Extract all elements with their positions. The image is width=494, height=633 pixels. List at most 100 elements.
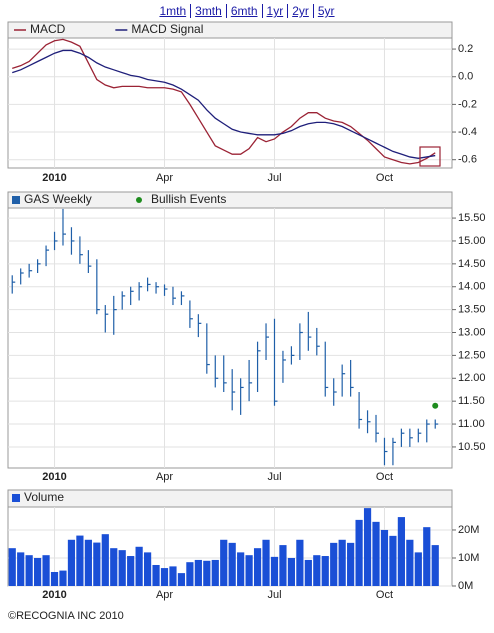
volume-bar	[211, 559, 219, 586]
volume-bar	[143, 552, 152, 586]
legend-swatch	[12, 196, 20, 204]
range-link[interactable]: 1mth	[159, 4, 187, 18]
x-tick-label: Jul	[267, 589, 281, 601]
volume-bar	[270, 556, 279, 586]
range-link[interactable]: 6mth	[225, 4, 262, 18]
range-link[interactable]: 3mth	[190, 4, 226, 18]
volume-bar	[203, 560, 211, 586]
legend-label: Volume	[24, 490, 64, 504]
y-tick-label: 15.50	[458, 212, 486, 224]
volume-bar	[245, 555, 253, 586]
volume-bar	[423, 527, 431, 586]
volume-bar	[34, 557, 42, 586]
volume-bar	[330, 542, 338, 586]
volume-bar	[347, 542, 355, 586]
volume-bar	[93, 542, 101, 586]
footer: ©RECOGNIA INC 2010	[8, 610, 124, 622]
volume-bar	[431, 545, 439, 586]
volume-bar	[67, 539, 76, 586]
y-tick-label: -0.6	[458, 154, 477, 166]
volume-bar	[355, 519, 363, 586]
y-tick-label: 14.50	[458, 258, 486, 270]
volume-bar	[135, 546, 143, 586]
y-tick-label: -0.2	[458, 98, 477, 110]
x-tick-label: Apr	[156, 589, 173, 601]
volume-bar	[321, 556, 329, 586]
volume-bar	[253, 548, 262, 586]
volume-bar	[8, 548, 16, 586]
volume-bar	[177, 573, 186, 586]
volume-bar	[338, 539, 346, 586]
range-link[interactable]: 5yr	[312, 4, 339, 18]
x-tick-label: 2010	[42, 471, 66, 483]
volume-bar	[59, 570, 67, 586]
range-links: 1mth 3mth 6mth 1yr 2yr 5yr	[0, 4, 494, 18]
x-tick-label: Oct	[376, 172, 393, 184]
x-tick-label: Jul	[267, 471, 281, 483]
volume-bar	[50, 571, 59, 586]
x-tick-label: Oct	[376, 471, 393, 483]
legend-strip	[7, 489, 453, 508]
volume-bar	[220, 539, 228, 586]
volume-bar	[160, 568, 169, 586]
volume-bar	[363, 508, 372, 586]
volume-bar	[397, 517, 405, 586]
legend-label: MACD Signal	[131, 22, 203, 36]
volume-bar	[414, 552, 422, 586]
legend-strip	[7, 191, 453, 209]
y-tick-label: 0.0	[458, 71, 473, 83]
volume-bar	[389, 535, 397, 586]
y-tick-label: 11.00	[458, 418, 485, 430]
x-tick-label: 2010	[42, 589, 66, 601]
legend-label: MACD	[30, 22, 66, 36]
y-tick-label: 13.50	[458, 304, 486, 316]
legend-label: GAS Weekly	[24, 192, 92, 206]
y-tick-label: 13.00	[458, 326, 486, 338]
volume-bar	[304, 559, 312, 586]
x-tick-label: 2010	[42, 172, 66, 184]
x-tick-label: Oct	[376, 589, 393, 601]
y-tick-label: 10M	[458, 552, 479, 564]
y-tick-label: -0.4	[458, 126, 477, 138]
legend-strip	[7, 21, 453, 39]
volume-bar	[237, 552, 245, 586]
volume-bar	[186, 562, 194, 586]
y-tick-label: 10.50	[458, 441, 486, 453]
volume-bar	[76, 535, 84, 586]
volume-bar	[84, 539, 92, 586]
volume-bar	[101, 534, 109, 586]
y-tick-label: 12.50	[458, 349, 486, 361]
x-tick-label: Apr	[156, 471, 173, 483]
volume-bar	[25, 555, 33, 586]
legend-label: Bullish Events	[151, 192, 226, 206]
bullish-event	[432, 402, 439, 409]
volume-bar	[287, 557, 296, 586]
volume-bar	[194, 559, 202, 586]
panel-frame	[7, 191, 453, 469]
volume-bar	[279, 545, 287, 586]
range-link[interactable]: 2yr	[287, 4, 313, 18]
volume-bar	[228, 542, 236, 586]
highlight-box	[419, 146, 441, 167]
line-series	[12, 49, 436, 159]
legend-swatch	[12, 494, 20, 502]
y-tick-label: 0M	[458, 580, 473, 592]
range-link[interactable]: 1yr	[261, 4, 288, 18]
volume-bar	[118, 550, 126, 586]
volume-bar	[313, 555, 321, 586]
legend-swatch	[136, 197, 142, 203]
volume-bar	[372, 521, 380, 586]
volume-bar	[152, 564, 160, 586]
y-tick-label: 20M	[458, 524, 479, 536]
y-tick-label: 14.00	[458, 281, 486, 293]
volume-bar	[110, 548, 118, 586]
volume-bar	[42, 555, 50, 586]
volume-bar	[406, 539, 414, 586]
volume-bar	[127, 556, 135, 586]
volume-bar	[17, 552, 25, 586]
x-tick-label: Jul	[267, 172, 281, 184]
x-tick-label: Apr	[156, 172, 173, 184]
y-tick-label: 11.50	[458, 395, 485, 407]
